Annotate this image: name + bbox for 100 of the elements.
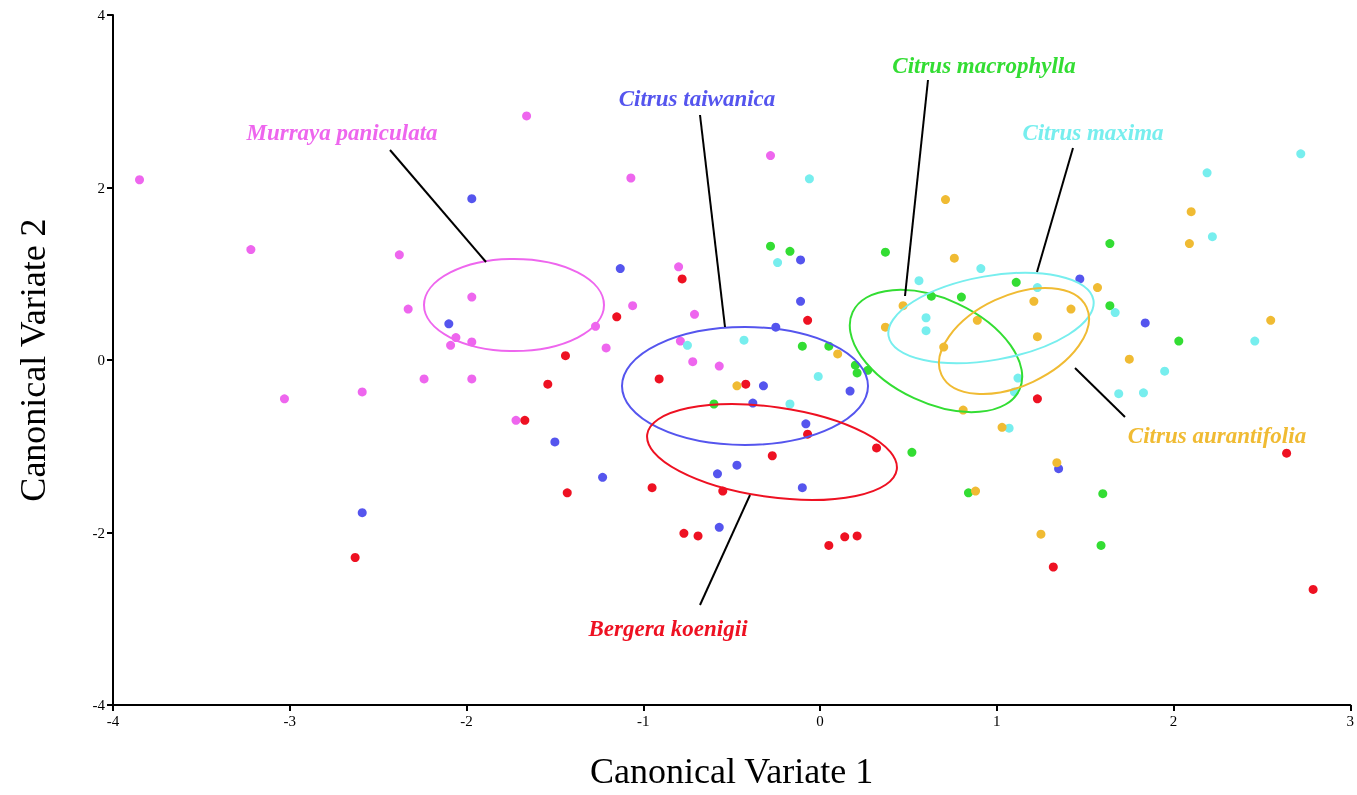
point xyxy=(1138,388,1148,398)
point xyxy=(971,486,981,496)
annotation: Citrus aurantifolia xyxy=(1127,422,1307,448)
point xyxy=(949,253,959,263)
point xyxy=(615,264,625,274)
point xyxy=(403,304,413,314)
point xyxy=(679,528,689,538)
annotation: Citrus maxima xyxy=(1022,119,1164,145)
point xyxy=(804,174,814,184)
point xyxy=(1048,562,1058,572)
point xyxy=(732,381,742,391)
x-tick-label: -1 xyxy=(637,712,650,729)
point xyxy=(852,368,862,378)
point xyxy=(675,336,685,346)
point xyxy=(690,309,700,319)
point xyxy=(628,301,638,311)
point xyxy=(1105,301,1115,311)
point xyxy=(797,483,807,493)
point xyxy=(1093,283,1102,293)
point xyxy=(357,387,367,397)
point xyxy=(682,340,692,350)
point xyxy=(833,349,843,359)
point xyxy=(785,246,795,256)
point xyxy=(279,394,289,404)
point xyxy=(612,312,622,322)
point xyxy=(1202,168,1212,178)
point xyxy=(803,315,813,325)
point xyxy=(732,460,742,470)
point xyxy=(1110,308,1120,318)
point xyxy=(1266,315,1276,325)
point xyxy=(135,175,145,185)
point xyxy=(647,483,657,493)
point xyxy=(357,508,367,518)
point xyxy=(1096,540,1106,550)
point xyxy=(467,292,477,302)
point xyxy=(845,386,855,396)
point xyxy=(688,357,698,367)
point xyxy=(1098,489,1108,499)
point xyxy=(852,531,862,541)
x-tick-label: 1 xyxy=(993,712,1001,729)
point xyxy=(714,522,724,532)
point xyxy=(997,422,1007,432)
point xyxy=(446,340,456,350)
point xyxy=(773,258,783,268)
point xyxy=(1174,336,1184,346)
point xyxy=(562,488,572,498)
point xyxy=(796,296,806,306)
y-tick-label: -2 xyxy=(92,524,105,541)
point xyxy=(766,151,776,161)
point xyxy=(714,361,724,371)
point xyxy=(758,381,768,391)
point xyxy=(467,374,477,384)
point xyxy=(1032,394,1042,404)
point xyxy=(1124,354,1134,364)
point xyxy=(767,451,777,461)
x-tick-label: 2 xyxy=(1169,712,1178,729)
point xyxy=(1036,529,1046,539)
point xyxy=(797,341,807,351)
point xyxy=(543,379,553,389)
point xyxy=(766,241,776,251)
point xyxy=(1032,332,1042,342)
point xyxy=(1207,232,1217,242)
point xyxy=(654,374,664,384)
point xyxy=(921,326,931,336)
y-tick-label: 2 xyxy=(97,179,105,196)
point xyxy=(976,264,986,274)
point xyxy=(598,472,608,482)
point xyxy=(1004,423,1014,433)
point xyxy=(914,276,924,286)
point xyxy=(907,447,917,457)
point xyxy=(1250,336,1260,346)
point xyxy=(1029,296,1039,306)
point xyxy=(1052,458,1062,468)
point xyxy=(522,111,532,121)
y-tick-label: 0 xyxy=(97,352,105,368)
point xyxy=(956,292,966,302)
point xyxy=(796,255,806,265)
x-tick-label: 0 xyxy=(816,712,824,729)
point xyxy=(813,371,823,381)
y-tick-label: -4 xyxy=(92,697,106,713)
point xyxy=(693,531,703,541)
point xyxy=(824,540,834,550)
y-axis-title: Canonical Variate 2 xyxy=(13,218,53,502)
annotation: Bergera koenigii xyxy=(587,615,749,641)
point xyxy=(1186,207,1196,217)
point xyxy=(1308,584,1318,594)
point xyxy=(1184,239,1194,249)
point xyxy=(1282,448,1292,458)
annotation: Citrus macrophylla xyxy=(892,52,1076,78)
point xyxy=(511,415,521,425)
point xyxy=(1011,277,1021,287)
point xyxy=(739,335,749,345)
x-tick-label: -2 xyxy=(460,712,473,729)
x-axis-title: Canonical Variate 1 xyxy=(590,751,874,791)
point xyxy=(1114,389,1124,399)
point xyxy=(972,315,982,325)
point xyxy=(801,419,811,429)
point xyxy=(467,194,477,204)
point xyxy=(677,274,687,284)
point xyxy=(246,245,256,255)
